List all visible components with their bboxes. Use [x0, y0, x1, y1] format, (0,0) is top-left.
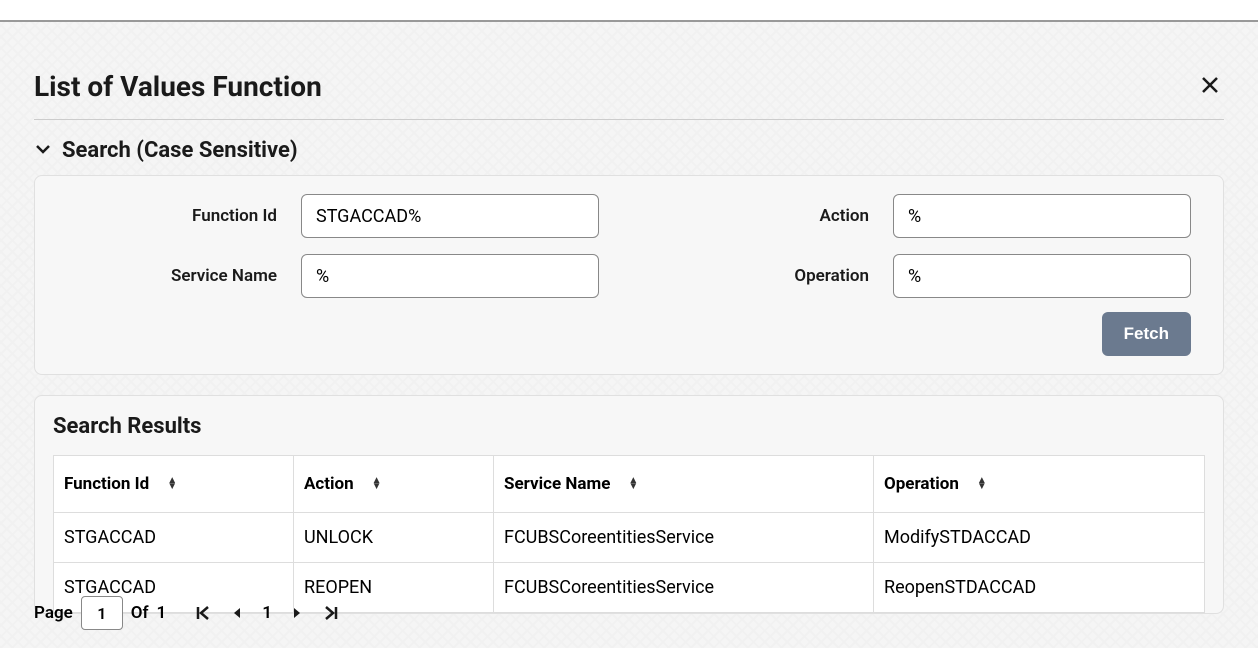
col-header-label: Service Name	[504, 474, 610, 494]
cell-service-name: FCUBSCoreentitiesService	[494, 513, 874, 563]
cell-function-id: STGACCAD	[54, 513, 294, 563]
action-input[interactable]	[893, 194, 1191, 238]
close-icon	[1200, 75, 1220, 95]
col-header-service-name[interactable]: Service Name ▲▼	[494, 456, 874, 513]
cell-operation: ModifySTDACCAD	[874, 513, 1205, 563]
operation-label: Operation	[659, 266, 869, 286]
results-table: Function Id ▲▼ Action ▲▼ Service Name	[53, 455, 1205, 613]
function-id-label: Function Id	[67, 206, 277, 226]
close-button[interactable]	[1196, 71, 1224, 103]
first-page-button[interactable]	[194, 604, 212, 622]
prev-page-button[interactable]	[230, 606, 244, 620]
search-panel: Function Id Action Service Name Operatio…	[34, 175, 1224, 375]
top-strip	[0, 0, 1258, 22]
fetch-button[interactable]: Fetch	[1102, 312, 1191, 356]
cell-operation: ReopenSTDACCAD	[874, 563, 1205, 613]
first-page-icon	[194, 604, 212, 622]
table-row[interactable]: STGACCAD UNLOCK FCUBSCoreentitiesService…	[54, 513, 1205, 563]
search-section: Search (Case Sensitive) Function Id Acti…	[34, 138, 1224, 375]
page-input[interactable]	[81, 596, 123, 630]
button-row: Fetch	[67, 312, 1191, 356]
table-header-row: Function Id ▲▼ Action ▲▼ Service Name	[54, 456, 1205, 513]
results-title: Search Results	[53, 414, 1205, 439]
page-label: Page	[34, 603, 73, 623]
current-page-display: 1	[262, 603, 272, 623]
results-panel: Search Results Function Id ▲▼ Action ▲▼	[34, 395, 1224, 614]
form-row-operation: Operation	[659, 254, 1191, 298]
service-name-label: Service Name	[67, 266, 277, 286]
search-section-title: Search (Case Sensitive)	[62, 138, 298, 163]
col-header-operation[interactable]: Operation ▲▼	[874, 456, 1205, 513]
col-header-label: Action	[304, 474, 354, 494]
col-header-label: Operation	[884, 474, 959, 494]
chevron-left-icon	[230, 606, 244, 620]
chevron-down-icon	[34, 140, 52, 162]
cell-service-name: FCUBSCoreentitiesService	[494, 563, 874, 613]
search-grid: Function Id Action Service Name Operatio…	[67, 194, 1191, 298]
total-pages: 1	[157, 603, 167, 623]
chevron-right-icon	[290, 606, 304, 620]
pagination: Page Of 1 1	[34, 596, 340, 630]
search-section-toggle[interactable]: Search (Case Sensitive)	[34, 138, 1224, 163]
dialog-title: List of Values Function	[34, 70, 322, 103]
col-header-action[interactable]: Action ▲▼	[294, 456, 494, 513]
action-label: Action	[659, 206, 869, 226]
dialog-header: List of Values Function	[34, 50, 1224, 120]
cell-action: UNLOCK	[294, 513, 494, 563]
form-row-function-id: Function Id	[67, 194, 599, 238]
next-page-button[interactable]	[290, 606, 304, 620]
lov-dialog: List of Values Function Search (Case Sen…	[0, 50, 1258, 648]
col-header-function-id[interactable]: Function Id ▲▼	[54, 456, 294, 513]
sort-icon: ▲▼	[167, 478, 177, 490]
of-label: Of	[131, 603, 149, 623]
last-page-button[interactable]	[322, 604, 340, 622]
service-name-input[interactable]	[301, 254, 599, 298]
sort-icon: ▲▼	[372, 478, 382, 490]
last-page-icon	[322, 604, 340, 622]
pager-controls: 1	[194, 603, 340, 623]
sort-icon: ▲▼	[977, 478, 987, 490]
form-row-action: Action	[659, 194, 1191, 238]
operation-input[interactable]	[893, 254, 1191, 298]
form-row-service-name: Service Name	[67, 254, 599, 298]
function-id-input[interactable]	[301, 194, 599, 238]
sort-icon: ▲▼	[628, 478, 638, 490]
col-header-label: Function Id	[64, 474, 149, 494]
